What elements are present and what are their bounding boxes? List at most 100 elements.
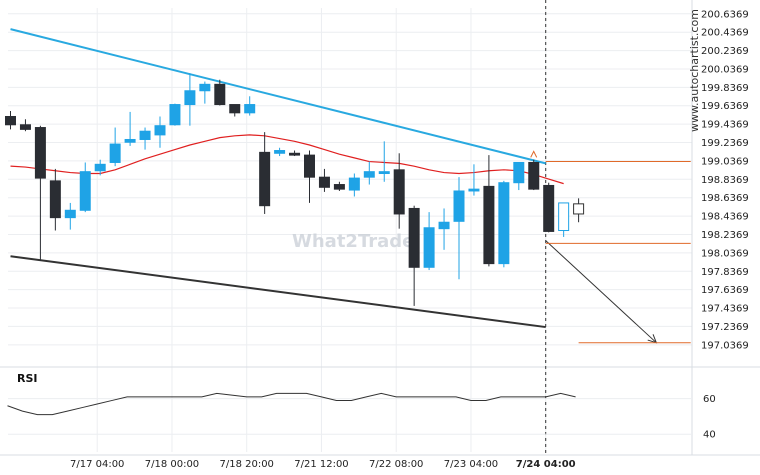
candle-body [558,202,570,232]
candle-body [154,125,166,136]
projection-arrow-line [545,240,657,344]
y-tick-label: 197.2369 [701,322,749,333]
y-tick-label: 199.2369 [701,138,749,149]
candle-body [408,207,420,268]
candle-body [199,83,211,92]
candle [558,202,570,237]
candle-body [49,180,61,219]
candle [64,202,76,230]
candle [513,161,525,191]
candle [184,73,196,126]
candle-body [333,184,345,190]
brand-label: www.autochartist.com [688,9,701,132]
candle [408,205,420,306]
y-tick-label: 198.4369 [701,212,749,223]
candle-body [513,161,525,184]
rsi-panel: RSI 60 40 [7,372,716,441]
x-tick-label: 7/23 04:00 [444,459,498,470]
support-line [10,255,546,329]
candle [423,212,435,271]
candle-body [109,143,121,163]
y-tick-label: 197.0369 [701,340,749,351]
candle-body [259,151,271,207]
y-tick-label: 198.0369 [701,248,749,259]
price-levels [545,161,691,344]
candle-body [468,188,480,192]
candle [154,116,166,148]
candle [109,127,121,167]
candle [483,155,495,267]
price-axis: 200.6369 200.4369 200.2369 200.0369 199.8369… [701,9,749,351]
x-tick-label: 7/21 12:00 [294,459,348,470]
candle-body [289,152,301,156]
candle [124,111,136,146]
y-tick-label: 200.2369 [701,46,749,57]
candle-body [393,169,405,215]
y-tick-label: 197.4369 [701,304,749,315]
candle-body [543,184,555,232]
candle [468,164,480,196]
candle [363,161,375,185]
candle [94,159,106,176]
candle [393,153,405,229]
y-tick-label: 199.6369 [701,101,749,112]
candle-body [229,104,241,114]
candle-body [483,185,495,265]
trendlines [10,28,658,344]
candle-body [244,104,256,114]
candle [289,150,301,157]
candle [214,79,226,106]
time-axis: 7/17 04:00 7/18 00:00 7/18 20:00 7/21 12:00… [70,459,576,470]
candle-body [5,115,16,126]
y-tick-label: 199.4369 [701,120,749,131]
candle [49,168,61,231]
x-tick-label: 7/18 00:00 [145,459,199,470]
candle [318,168,330,192]
y-tick-label: 200.4369 [701,28,749,39]
watermark: What2Trade [292,231,414,252]
candles [5,73,585,306]
candle-body [378,171,390,175]
candle-body [214,83,226,106]
candle [543,182,555,233]
y-tick-label: 199.8369 [701,83,749,94]
candle-body [363,171,375,178]
candle [498,180,510,268]
candle [453,177,465,280]
candle [229,104,241,117]
candle-body [64,209,76,219]
candle-body [124,138,136,143]
candle [438,208,450,250]
y-tick-label: 198.2369 [701,230,749,241]
candle [528,159,540,191]
y-tick-label: 197.8369 [701,267,749,278]
y-tick-label: 198.6369 [701,193,749,204]
y-tick-label: 200.0369 [701,64,749,75]
y-tick-label: 200.6369 [701,9,749,20]
candle [199,81,211,104]
rsi-label: RSI [17,372,38,385]
x-tick-label: 7/17 04:00 [70,459,124,470]
rsi-tick-label: 40 [703,430,716,441]
candle-body [318,176,330,188]
candle-body [304,154,315,178]
candle-body [453,190,465,222]
resistance-line [10,28,546,165]
candle [333,181,345,191]
candle-body [94,163,106,172]
candle-body [528,161,540,190]
candle-body [573,203,585,215]
candle-body [438,221,450,230]
y-tick-label: 199.0369 [701,156,749,167]
candle-body [274,150,286,154]
candle-body [169,104,181,126]
y-tick-label: 198.8369 [701,175,749,186]
grid [0,0,760,456]
candle-body [139,130,151,140]
candle [348,173,360,197]
candle [244,96,256,116]
rsi-line [7,392,576,416]
candle [79,162,91,213]
candle-body [498,182,510,265]
